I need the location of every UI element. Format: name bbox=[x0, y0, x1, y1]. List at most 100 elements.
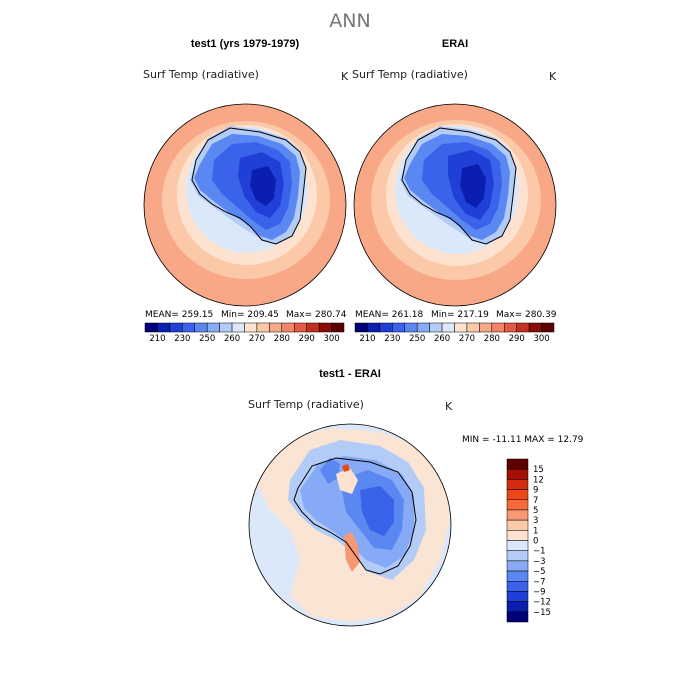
units-label-test1: K bbox=[341, 70, 349, 83]
contour-band bbox=[360, 486, 394, 536]
variable-label-test1: Surf Temp (radiative) bbox=[143, 68, 259, 81]
colorbar-swatch bbox=[367, 322, 381, 333]
stat-min-test1: Min= 209.45 bbox=[221, 310, 279, 320]
colorbar-swatch bbox=[331, 322, 345, 333]
coastline bbox=[293, 457, 417, 575]
colorbar-tick-label: 230 bbox=[384, 334, 400, 344]
stat-mean-erai: MEAN= 261.18 bbox=[355, 310, 424, 320]
colorbar-tick-label: 290 bbox=[299, 334, 315, 344]
colorbar-swatch bbox=[541, 322, 555, 333]
colorbar-tick-label: 250 bbox=[409, 334, 425, 344]
colorbar-swatch bbox=[416, 322, 430, 333]
colorbar-swatch bbox=[506, 540, 529, 551]
variable-label-diff: Surf Temp (radiative) bbox=[248, 398, 364, 411]
colorbar-tick-label: −5 bbox=[533, 567, 546, 577]
panel-erai: ERAI Surf Temp (radiative) K MEAN= 261.1… bbox=[352, 38, 557, 344]
units-label-erai: K bbox=[549, 70, 557, 83]
colorbar-tick-label: 1 bbox=[533, 526, 538, 536]
colorbar-swatch bbox=[206, 322, 220, 333]
colorbar-swatch bbox=[318, 322, 332, 333]
contour-band bbox=[336, 468, 358, 494]
panel-title-diff: test1 - ERAI bbox=[319, 368, 381, 380]
colorbar-swatch bbox=[506, 611, 529, 623]
map-field-diff bbox=[249, 424, 451, 626]
colorbar-swatch bbox=[506, 509, 529, 521]
contour-band bbox=[344, 532, 360, 572]
colorbar-tick-label: 260 bbox=[434, 334, 450, 344]
colorbar-tick-label: 210 bbox=[149, 334, 165, 344]
contour-band bbox=[250, 166, 276, 206]
contour-band bbox=[320, 458, 340, 484]
colorbar-swatch bbox=[281, 322, 295, 333]
colorbar-swatch bbox=[269, 322, 283, 333]
colorbar-tick-label: 250 bbox=[199, 334, 215, 344]
contour-band bbox=[460, 164, 486, 208]
colorbar-tick-label: 280 bbox=[484, 334, 500, 344]
colorbar-tick-label: −15 bbox=[533, 608, 551, 618]
colorbar-tick-label: 12 bbox=[533, 475, 544, 485]
stat-mean-test1: MEAN= 259.15 bbox=[145, 310, 213, 320]
colorbar-tick-label: 5 bbox=[533, 506, 538, 516]
colorbar-swatch bbox=[479, 322, 493, 333]
colorbar-swatch bbox=[506, 581, 529, 592]
colorbar-swatch bbox=[454, 322, 468, 333]
colorbar-tick-label: 210 bbox=[359, 334, 375, 344]
colorbar-swatch bbox=[219, 322, 233, 333]
colorbar-swatch bbox=[231, 322, 245, 333]
stat-max-test1: Max= 280.74 bbox=[286, 310, 347, 320]
colorbar-swatch bbox=[157, 322, 171, 333]
colorbar-swatch bbox=[404, 322, 418, 333]
colorbar-tick-label: −7 bbox=[533, 577, 546, 587]
contour-band bbox=[342, 464, 350, 472]
colorbar-tick-label: 9 bbox=[533, 486, 538, 496]
colorbar-swatch bbox=[466, 322, 480, 333]
colorbar-swatch bbox=[528, 322, 542, 333]
colorbar-swatch bbox=[182, 322, 195, 333]
colorbar-tick-label: 300 bbox=[323, 334, 339, 344]
panel-test1: test1 (yrs 1979-1979) Surf Temp (radiati… bbox=[143, 38, 349, 344]
colorbar-swatch bbox=[506, 458, 529, 470]
units-label-diff: K bbox=[445, 400, 453, 413]
colorbar-swatch bbox=[506, 468, 529, 480]
colorbar-swatch bbox=[506, 560, 529, 572]
map-field-erai bbox=[354, 104, 556, 306]
colorbar-swatch bbox=[491, 322, 505, 333]
colorbar-tick-label: 260 bbox=[224, 334, 240, 344]
colorbar-tick-label: −9 bbox=[533, 587, 546, 597]
colorbar-tick-label: 300 bbox=[533, 334, 549, 344]
colorbar-swatch bbox=[379, 322, 393, 333]
stat-max-erai: Max= 280.39 bbox=[496, 310, 557, 320]
map-boundary bbox=[143, 103, 347, 307]
map-field-test1 bbox=[144, 104, 346, 306]
colorbar-erai: 210 230 250 260 270 280 290 300 bbox=[354, 322, 555, 344]
colorbar-swatch bbox=[306, 322, 320, 333]
colorbar-tick-label: 270 bbox=[459, 334, 475, 344]
figure-title: ANN bbox=[329, 10, 370, 32]
colorbar-tick-label: 280 bbox=[274, 334, 290, 344]
colorbar-swatch bbox=[506, 530, 529, 541]
colorbar-swatch bbox=[256, 322, 270, 333]
colorbar-tick-label: 15 bbox=[533, 465, 544, 475]
colorbar-tick-label: −3 bbox=[533, 557, 546, 567]
colorbar-tick-label: 290 bbox=[509, 334, 525, 344]
colorbar-swatch bbox=[506, 479, 529, 490]
colorbar-swatch bbox=[516, 322, 530, 333]
colorbar-tick-label: 7 bbox=[533, 496, 538, 506]
colorbar-swatch bbox=[506, 499, 529, 511]
map-boundary bbox=[353, 103, 557, 307]
colorbar-test1: 210 230 250 260 270 280 290 300 bbox=[144, 322, 345, 344]
colorbar-swatch bbox=[504, 322, 517, 333]
colorbar-swatch bbox=[506, 519, 529, 531]
coastline bbox=[401, 127, 517, 245]
stat-minmax-diff: MIN = -11.11 MAX = 12.79 bbox=[462, 435, 584, 445]
colorbar-tick-label: 3 bbox=[533, 516, 538, 526]
panel-diff: test1 - ERAI Surf Temp (radiative) K MIN… bbox=[248, 368, 584, 627]
colorbar-tick-label: 230 bbox=[174, 334, 190, 344]
panel-title-test1: test1 (yrs 1979-1979) bbox=[191, 38, 300, 50]
map-boundary bbox=[248, 423, 452, 627]
colorbar-tick-label: −1 bbox=[533, 547, 546, 557]
stat-min-erai: Min= 217.19 bbox=[431, 310, 489, 320]
colorbar-swatch bbox=[506, 601, 529, 613]
